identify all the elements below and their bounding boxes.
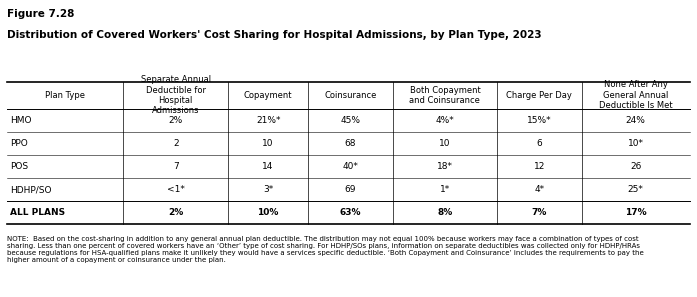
Text: 69: 69 xyxy=(345,185,356,194)
Text: <1*: <1* xyxy=(167,185,185,194)
Text: 24%: 24% xyxy=(626,116,645,125)
Text: HMO: HMO xyxy=(10,116,32,125)
Text: 2%: 2% xyxy=(168,208,183,217)
Text: 14: 14 xyxy=(263,162,274,171)
Text: 3*: 3* xyxy=(263,185,273,194)
Text: 25*: 25* xyxy=(628,185,644,194)
Text: 26: 26 xyxy=(630,162,641,171)
Text: NOTE:  Based on the cost-sharing in addition to any general annual plan deductib: NOTE: Based on the cost-sharing in addit… xyxy=(7,236,644,263)
Text: None After Any
General Annual
Deductible Is Met: None After Any General Annual Deductible… xyxy=(599,80,673,110)
Text: Separate Annual
Deductible for
Hospital
Admissions: Separate Annual Deductible for Hospital … xyxy=(141,75,210,115)
Text: 10*: 10* xyxy=(628,139,644,148)
Text: 15%*: 15%* xyxy=(527,116,551,125)
Text: 1*: 1* xyxy=(440,185,450,194)
Text: 63%: 63% xyxy=(339,208,361,217)
Text: 12: 12 xyxy=(534,162,545,171)
Text: 10: 10 xyxy=(262,139,274,148)
Text: 10%: 10% xyxy=(257,208,279,217)
Text: 7: 7 xyxy=(173,162,178,171)
Text: ALL PLANS: ALL PLANS xyxy=(10,208,66,217)
Text: HDHP/SO: HDHP/SO xyxy=(10,185,52,194)
Text: 2: 2 xyxy=(173,139,178,148)
Text: 4*: 4* xyxy=(535,185,544,194)
Text: 45%: 45% xyxy=(341,116,360,125)
Text: Coinsurance: Coinsurance xyxy=(324,91,376,100)
Text: 17%: 17% xyxy=(625,208,647,217)
Text: Plan Type: Plan Type xyxy=(45,91,85,100)
Text: 21%*: 21%* xyxy=(256,116,280,125)
Text: 7%: 7% xyxy=(532,208,547,217)
Text: POS: POS xyxy=(10,162,29,171)
Text: Distribution of Covered Workers' Cost Sharing for Hospital Admissions, by Plan T: Distribution of Covered Workers' Cost Sh… xyxy=(7,30,542,40)
Text: 40*: 40* xyxy=(342,162,358,171)
Text: 6: 6 xyxy=(537,139,542,148)
Text: 10: 10 xyxy=(439,139,451,148)
Text: 2%: 2% xyxy=(169,116,183,125)
Text: 18*: 18* xyxy=(437,162,453,171)
Text: 68: 68 xyxy=(345,139,356,148)
Text: 4%*: 4%* xyxy=(436,116,454,125)
Text: Both Copayment
and Coinsurance: Both Copayment and Coinsurance xyxy=(410,86,480,105)
Text: 8%: 8% xyxy=(437,208,452,217)
Text: PPO: PPO xyxy=(10,139,28,148)
Text: Charge Per Day: Charge Per Day xyxy=(507,91,572,100)
Text: Copayment: Copayment xyxy=(244,91,292,100)
Text: Figure 7.28: Figure 7.28 xyxy=(7,9,75,19)
